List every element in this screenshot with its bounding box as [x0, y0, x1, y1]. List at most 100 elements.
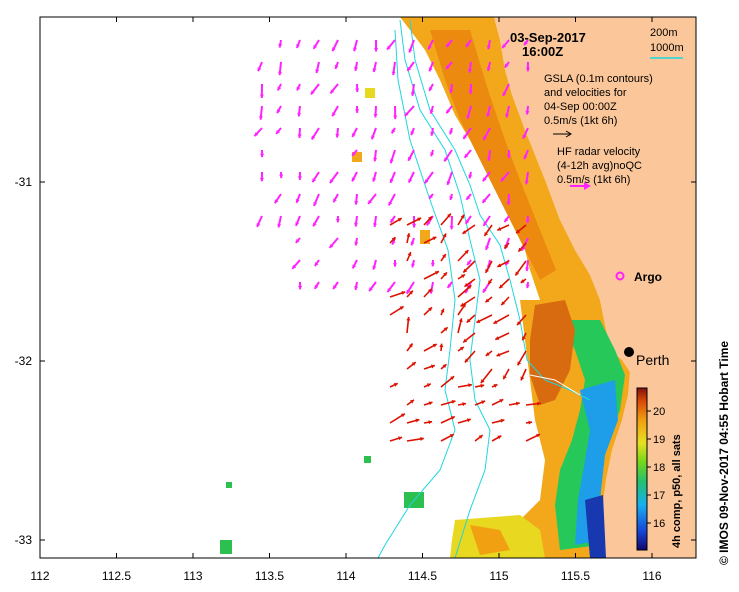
- gsla-legend-arrowhead: [565, 130, 572, 138]
- radar-arrow-head: [523, 155, 528, 160]
- radar-arrow-head: [502, 92, 507, 96]
- radar-arrow-head: [449, 225, 454, 230]
- radar-arrow-head: [292, 264, 297, 269]
- gsla-legend-line2: and velocities for: [544, 87, 627, 99]
- gsla-arrow-head: [410, 399, 415, 404]
- gsla-arrow-head: [443, 272, 447, 277]
- radar-arrow-head: [525, 110, 530, 115]
- gsla-arrow-head: [443, 327, 448, 332]
- radar-arrow-head: [295, 238, 300, 243]
- isobath-legend-200m: 200m: [650, 27, 678, 39]
- argo-label: Argo: [634, 270, 662, 284]
- radar-arrow-head: [426, 221, 431, 226]
- radar-arrow-head: [449, 196, 454, 200]
- gsla-arrow-head: [450, 376, 455, 381]
- radar-arrow-head: [352, 47, 357, 52]
- radar-arrow-head: [506, 154, 512, 159]
- gsla-arrow-head: [428, 307, 433, 312]
- radar-arrow-head: [278, 43, 283, 48]
- argo-float-marker[interactable]: [615, 271, 625, 281]
- gsla-arrow-head: [537, 401, 541, 406]
- radar-arrow-head: [277, 223, 282, 228]
- plot-frame: [39, 16, 697, 559]
- x-tick-label: 112: [30, 569, 49, 583]
- radar-arrow-head: [525, 67, 530, 72]
- x-tick-label: 113: [183, 569, 202, 583]
- gsla-legend-line1: GSLA (0.1m contours): [544, 73, 653, 85]
- gsla-arrow-head: [440, 308, 445, 313]
- radar-arrow-head: [391, 240, 396, 245]
- radar-arrow-head: [486, 112, 491, 117]
- radar-arrow-head: [485, 245, 490, 250]
- radar-arrow-head: [483, 221, 488, 226]
- radar-arrow-head: [446, 109, 451, 114]
- radar-arrow-head: [483, 136, 487, 141]
- radar-arrow-head: [371, 135, 375, 140]
- radar-arrow-head: [335, 218, 340, 223]
- gsla-arrow-head: [458, 318, 463, 323]
- radar-arrow-head: [351, 177, 356, 182]
- radar-arrow-head: [486, 45, 491, 50]
- radar-arrow-head: [391, 71, 396, 76]
- gsla-arrow-head: [442, 254, 446, 259]
- gsla-arrow-head: [415, 418, 420, 423]
- sst-field: [220, 17, 630, 558]
- credit-text: © IMOS 09-Nov-2017 04:55 Hobart Time: [717, 341, 731, 565]
- gsla-arrow-head: [500, 418, 505, 423]
- gsla-arrow-head: [478, 435, 483, 439]
- gsla-arrow-head: [407, 252, 412, 257]
- radar-arrow-head: [388, 201, 393, 206]
- y-tick-label: -33: [15, 533, 33, 547]
- radar-arrow-head: [407, 66, 412, 71]
- gsla-arrow-head: [493, 384, 498, 388]
- radar-arrow-head: [387, 288, 392, 293]
- radar-arrow-head: [260, 153, 265, 158]
- gsla-arrow-head: [467, 285, 472, 290]
- radar-arrow-head: [408, 48, 413, 53]
- gsla-arrow-head: [463, 268, 468, 273]
- radar-arrow-head: [505, 113, 510, 118]
- radar-arrow-head: [296, 44, 301, 49]
- radar-arrow-head: [466, 114, 471, 119]
- gsla-arrow-head: [496, 352, 501, 357]
- radar-arrow-head: [424, 179, 429, 184]
- x-tick-label: 112.5: [102, 569, 131, 583]
- radar-arrow-head: [298, 285, 303, 290]
- radar-arrow-head: [406, 289, 411, 294]
- map-plot-area: [40, 17, 696, 558]
- gsla-arrow-head: [484, 232, 489, 237]
- radar-arrow-head: [297, 112, 302, 117]
- gsla-arrow-head: [462, 230, 467, 234]
- gsla-arrow-head: [462, 402, 467, 407]
- radar-arrow-head: [257, 67, 262, 72]
- radar-arrow-head: [315, 69, 320, 74]
- radar-arrow-head: [276, 129, 280, 134]
- radar-arrow-head: [427, 45, 432, 50]
- radar-arrow-head: [332, 112, 336, 117]
- gsla-arrow-head: [432, 236, 437, 241]
- gsla-arrow-head: [497, 226, 502, 231]
- x-tick-label: 116: [642, 569, 661, 583]
- gsla-arrow-head: [499, 399, 504, 403]
- gsla-arrow-head: [400, 413, 405, 418]
- radar-arrow-head: [466, 195, 471, 200]
- radar-arrow-head: [369, 287, 373, 292]
- radar-arrow-head: [314, 262, 319, 267]
- colorbar-tick-label: 19: [653, 434, 665, 446]
- gsla-arrow-head: [476, 319, 481, 323]
- gsla-arrow-head: [464, 282, 469, 287]
- gsla-arrow-head: [468, 383, 472, 388]
- gsla-arrow-head: [520, 279, 525, 283]
- radar-arrow-head: [354, 222, 359, 227]
- x-tick-label: 115.5: [561, 569, 590, 583]
- gsla-arrow-head: [518, 247, 523, 252]
- radar-arrow-head: [373, 113, 378, 118]
- perth-marker[interactable]: [624, 347, 634, 357]
- radar-arrow-head: [311, 135, 316, 140]
- radar-arrow-head: [352, 264, 357, 269]
- gsla-arrow-head: [426, 383, 431, 388]
- gsla-arrow-head: [466, 418, 471, 423]
- gsla-arrow-head: [409, 290, 413, 295]
- radar-arrow-head: [465, 219, 470, 224]
